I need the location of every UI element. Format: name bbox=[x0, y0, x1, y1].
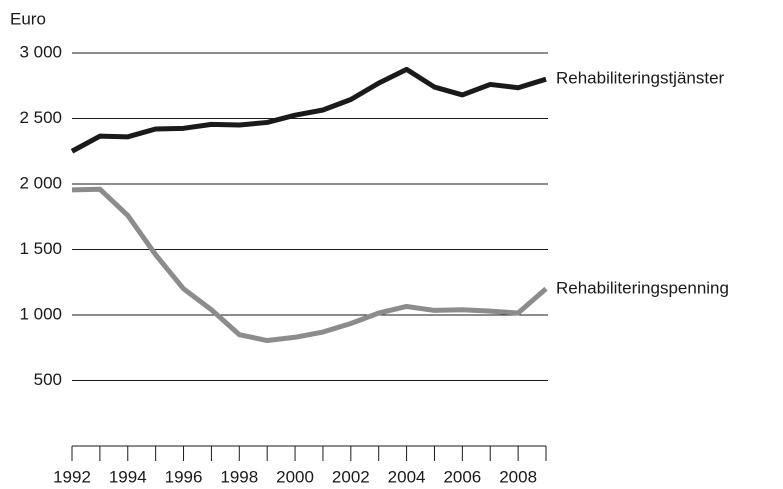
y-tick-label: 3 000 bbox=[19, 42, 62, 61]
series-label: Rehabiliteringspenning bbox=[556, 278, 729, 297]
y-tick-label: 1 500 bbox=[19, 239, 62, 258]
y-tick-label: 1 000 bbox=[19, 304, 62, 323]
line bbox=[71, 186, 548, 344]
y-tick-label: 500 bbox=[34, 370, 62, 389]
x-tick-label: 2000 bbox=[276, 467, 314, 486]
x-tick-label: 1994 bbox=[109, 467, 147, 486]
x-tick-label: 1992 bbox=[53, 467, 91, 486]
y-tick-label: 2 000 bbox=[19, 173, 62, 192]
x-tick-label: 2008 bbox=[499, 467, 537, 486]
line bbox=[70, 66, 547, 154]
y-axis-label: Euro bbox=[10, 9, 46, 28]
x-tick-label: 1998 bbox=[220, 467, 258, 486]
x-tick-label: 2004 bbox=[388, 467, 426, 486]
x-tick-label: 2002 bbox=[332, 467, 370, 486]
x-tick-label: 1996 bbox=[165, 467, 203, 486]
x-tick-label: 2006 bbox=[443, 467, 481, 486]
y-tick-label: 2 500 bbox=[19, 108, 62, 127]
series-label: Rehabiliteringstjänster bbox=[556, 69, 725, 88]
